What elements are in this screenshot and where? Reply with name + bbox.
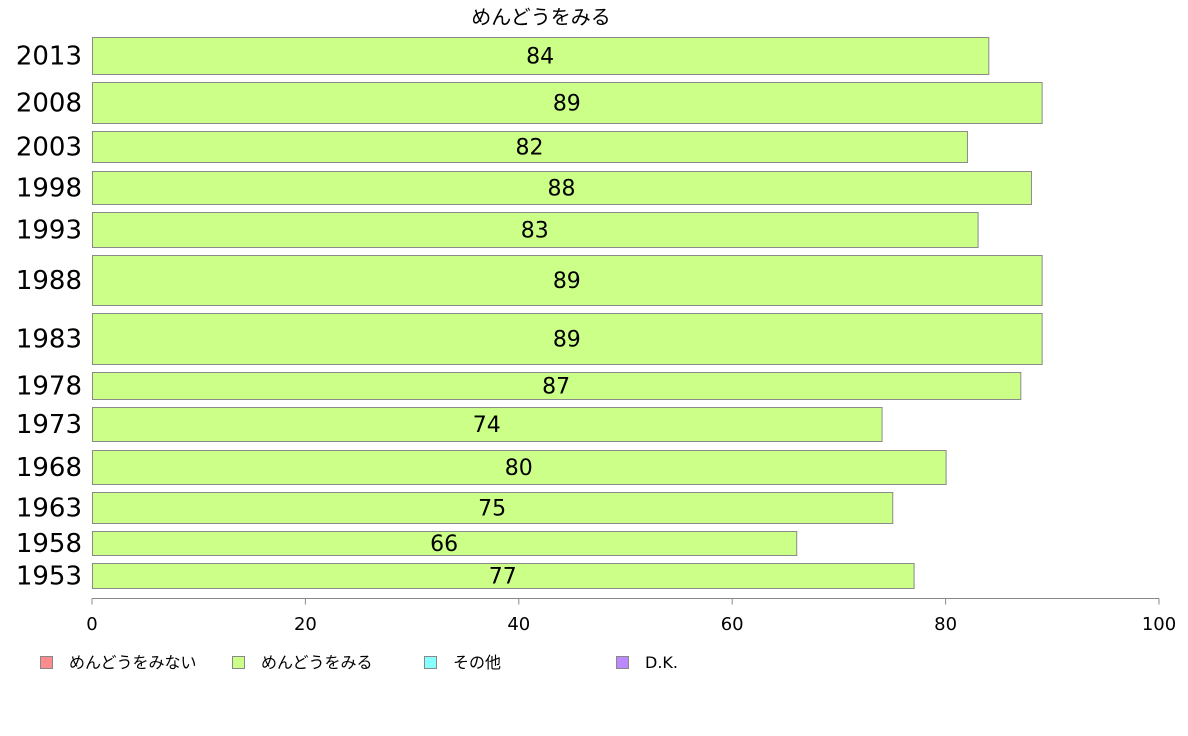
bar [92, 171, 1032, 205]
x-tick-label: 20 [294, 614, 317, 635]
x-tick-label: 100 [1142, 614, 1176, 635]
x-tick-label: 60 [721, 614, 744, 635]
bar-value-label: 89 [553, 92, 581, 117]
legend-swatch [616, 656, 629, 669]
bar-value-label: 74 [473, 413, 501, 438]
bar-value-label: 83 [521, 219, 549, 244]
y-tick-label: 1993 [16, 216, 82, 246]
bar-value-label: 80 [505, 456, 533, 481]
bar-value-label: 82 [515, 136, 543, 161]
legend-swatch [40, 656, 53, 669]
chart-title: めんどうをみる [471, 5, 610, 29]
bar [92, 82, 1043, 124]
y-tick-label: 1958 [16, 529, 82, 559]
legend-swatch [424, 656, 437, 669]
y-tick-label: 1978 [16, 372, 82, 402]
legend-label: D.K. [645, 653, 678, 672]
legend-label: めんどうをみない [69, 653, 197, 672]
y-tick-label: 2008 [16, 89, 82, 119]
legend: めんどうをみない めんどうをみる その他 D.K. [40, 653, 678, 672]
bar-value-label: 77 [489, 565, 517, 590]
bar-value-label: 89 [553, 328, 581, 353]
bar-value-label: 89 [553, 269, 581, 294]
y-tick-label: 1983 [16, 325, 82, 355]
bar [92, 313, 1043, 365]
bar [92, 372, 1022, 400]
legend-swatch [232, 656, 245, 669]
bar-value-label: 87 [542, 375, 570, 400]
y-axis-labels: 2013 2008 2003 1998 1993 1988 1983 1978 1973 1968… [16, 42, 82, 592]
y-tick-label: 2013 [16, 42, 82, 72]
y-tick-label: 1963 [16, 494, 82, 524]
bars-group [92, 37, 1043, 589]
y-tick-label: 1973 [16, 410, 82, 440]
y-tick-label: 1998 [16, 174, 82, 204]
bar [92, 37, 990, 75]
bar [92, 492, 894, 524]
bar [92, 255, 1043, 306]
y-tick-label: 1953 [16, 562, 82, 592]
bar-value-label: 66 [430, 532, 458, 557]
bar [92, 131, 968, 163]
bar [92, 450, 947, 485]
x-tick-label: 40 [507, 614, 530, 635]
bar [92, 407, 883, 442]
bar-value-label: 88 [547, 177, 575, 202]
x-axis: 0 20 40 60 80 100 [86, 598, 1176, 635]
bar-value-label: 75 [478, 497, 506, 522]
x-tick-label: 0 [86, 614, 97, 635]
legend-label: その他 [453, 653, 501, 672]
y-tick-label: 1968 [16, 453, 82, 483]
legend-label: めんどうをみる [261, 653, 373, 672]
bar [92, 531, 798, 556]
bar [92, 563, 915, 589]
bar [92, 212, 979, 248]
y-tick-label: 2003 [16, 133, 82, 163]
x-tick-label: 80 [934, 614, 957, 635]
bar-value-label: 84 [526, 45, 554, 70]
y-tick-label: 1988 [16, 266, 82, 296]
